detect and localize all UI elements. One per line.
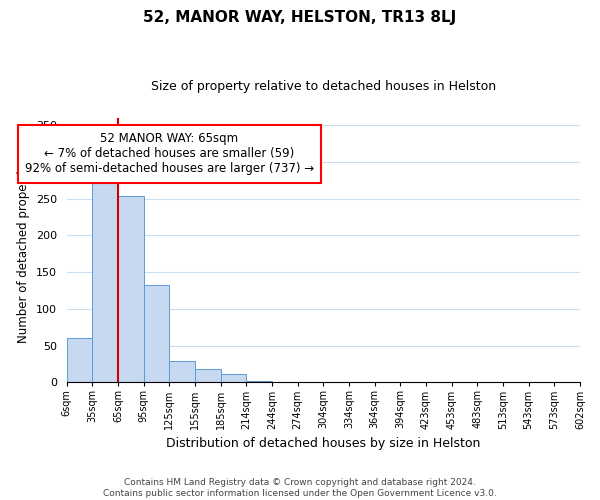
Bar bbox=[92, 166, 118, 382]
Bar bbox=[67, 338, 92, 382]
Bar bbox=[143, 286, 169, 382]
Text: Contains HM Land Registry data © Crown copyright and database right 2024.
Contai: Contains HM Land Registry data © Crown c… bbox=[103, 478, 497, 498]
Title: Size of property relative to detached houses in Helston: Size of property relative to detached ho… bbox=[151, 80, 496, 93]
Bar bbox=[195, 369, 221, 382]
Text: 52 MANOR WAY: 65sqm
← 7% of detached houses are smaller (59)
92% of semi-detache: 52 MANOR WAY: 65sqm ← 7% of detached hou… bbox=[25, 132, 314, 176]
Bar bbox=[169, 361, 195, 382]
Bar bbox=[246, 381, 272, 382]
Bar bbox=[221, 374, 246, 382]
Text: 52, MANOR WAY, HELSTON, TR13 8LJ: 52, MANOR WAY, HELSTON, TR13 8LJ bbox=[143, 10, 457, 25]
Y-axis label: Number of detached properties: Number of detached properties bbox=[17, 157, 30, 343]
X-axis label: Distribution of detached houses by size in Helston: Distribution of detached houses by size … bbox=[166, 437, 481, 450]
Bar bbox=[118, 196, 143, 382]
